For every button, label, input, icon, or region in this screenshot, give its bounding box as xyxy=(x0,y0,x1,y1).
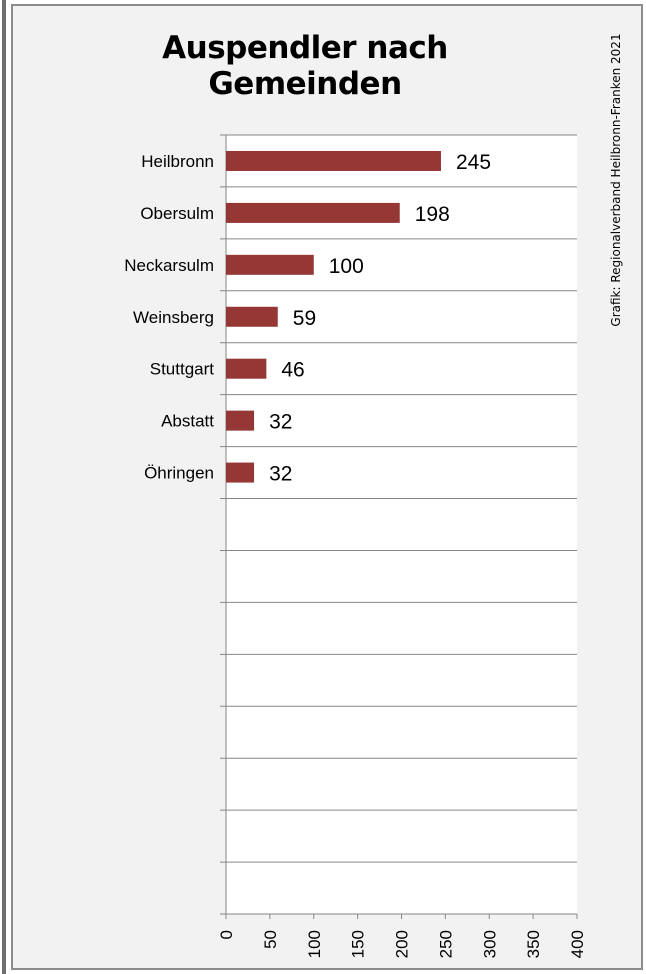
bar xyxy=(226,410,255,431)
x-tick-label: 0 xyxy=(217,930,236,939)
bar xyxy=(226,306,278,327)
x-tick-label: 400 xyxy=(568,930,587,958)
x-tick-label: 150 xyxy=(349,930,368,958)
value-label: 100 xyxy=(329,255,364,278)
bar xyxy=(226,254,314,275)
x-tick-label: 350 xyxy=(524,930,543,958)
left-border-line xyxy=(2,0,6,974)
bar xyxy=(226,202,400,223)
value-label: 198 xyxy=(415,203,450,226)
bar xyxy=(226,358,267,379)
x-tick-label: 200 xyxy=(393,930,412,958)
value-label: 46 xyxy=(281,359,304,382)
plot-area xyxy=(226,135,577,914)
category-label: Obersulm xyxy=(140,204,214,223)
bar xyxy=(226,150,441,171)
x-tick-label: 50 xyxy=(261,930,280,949)
category-label: Stuttgart xyxy=(150,360,215,379)
chart-title: Auspendler nach Gemeinden xyxy=(162,30,448,102)
category-label: Heilbronn xyxy=(141,152,214,171)
category-label: Weinsberg xyxy=(133,308,214,327)
x-tick-label: 250 xyxy=(436,930,455,958)
bar xyxy=(226,462,255,483)
value-label: 245 xyxy=(456,151,491,174)
value-label: 59 xyxy=(293,307,316,330)
category-label: Öhringen xyxy=(144,464,214,483)
x-tick-label: 300 xyxy=(480,930,499,958)
category-label: Neckarsulm xyxy=(124,256,214,275)
x-tick-label: 100 xyxy=(305,930,324,958)
value-label: 32 xyxy=(269,411,292,434)
value-label: 32 xyxy=(269,463,292,486)
category-label: Abstatt xyxy=(161,412,214,431)
